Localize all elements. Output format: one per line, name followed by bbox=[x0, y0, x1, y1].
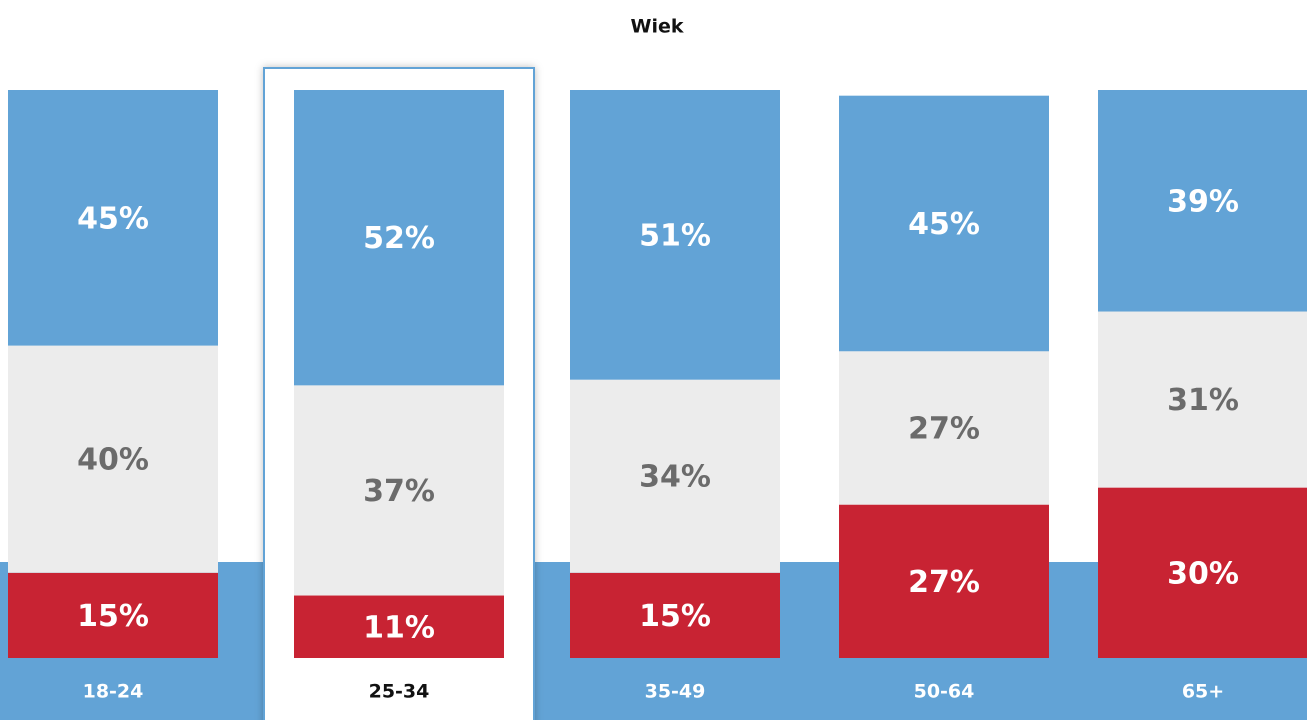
bar-segment bbox=[1098, 90, 1307, 312]
bar-segment bbox=[1098, 487, 1307, 658]
value-label: 27% bbox=[908, 565, 980, 600]
value-label: 15% bbox=[77, 599, 149, 634]
value-label: 31% bbox=[1167, 383, 1239, 418]
bar-segment bbox=[839, 95, 1049, 352]
bar-segment bbox=[570, 90, 780, 380]
value-label: 34% bbox=[639, 460, 711, 495]
bar-segment bbox=[570, 379, 780, 573]
bar-segment bbox=[294, 595, 504, 658]
bar-segment bbox=[294, 385, 504, 596]
value-label: 45% bbox=[77, 201, 149, 236]
bar-segment bbox=[8, 345, 218, 573]
value-label: 15% bbox=[639, 599, 711, 634]
value-label: 39% bbox=[1167, 184, 1239, 219]
bar-segment bbox=[294, 90, 504, 386]
value-label: 30% bbox=[1167, 556, 1239, 591]
value-label: 37% bbox=[363, 474, 435, 509]
bar-segment bbox=[570, 572, 780, 658]
bar-segment bbox=[839, 351, 1049, 505]
x-tick-label: 35-49 bbox=[645, 681, 706, 703]
value-label: 11% bbox=[363, 610, 435, 645]
value-label: 52% bbox=[363, 221, 435, 256]
value-label: 45% bbox=[908, 207, 980, 242]
x-tick-label: 65+ bbox=[1182, 681, 1224, 703]
value-label: 51% bbox=[639, 218, 711, 253]
bar-segment bbox=[8, 572, 218, 658]
chart-title: Wiek bbox=[631, 16, 684, 38]
value-label: 40% bbox=[77, 443, 149, 478]
x-tick-label: 18-24 bbox=[83, 681, 144, 703]
x-tick-label: 50-64 bbox=[914, 681, 975, 703]
x-tick-label: 25-34 bbox=[369, 681, 430, 703]
bar-segment bbox=[839, 504, 1049, 658]
value-label: 27% bbox=[908, 411, 980, 446]
bar-segment bbox=[8, 90, 218, 346]
bar-segment bbox=[1098, 311, 1307, 488]
